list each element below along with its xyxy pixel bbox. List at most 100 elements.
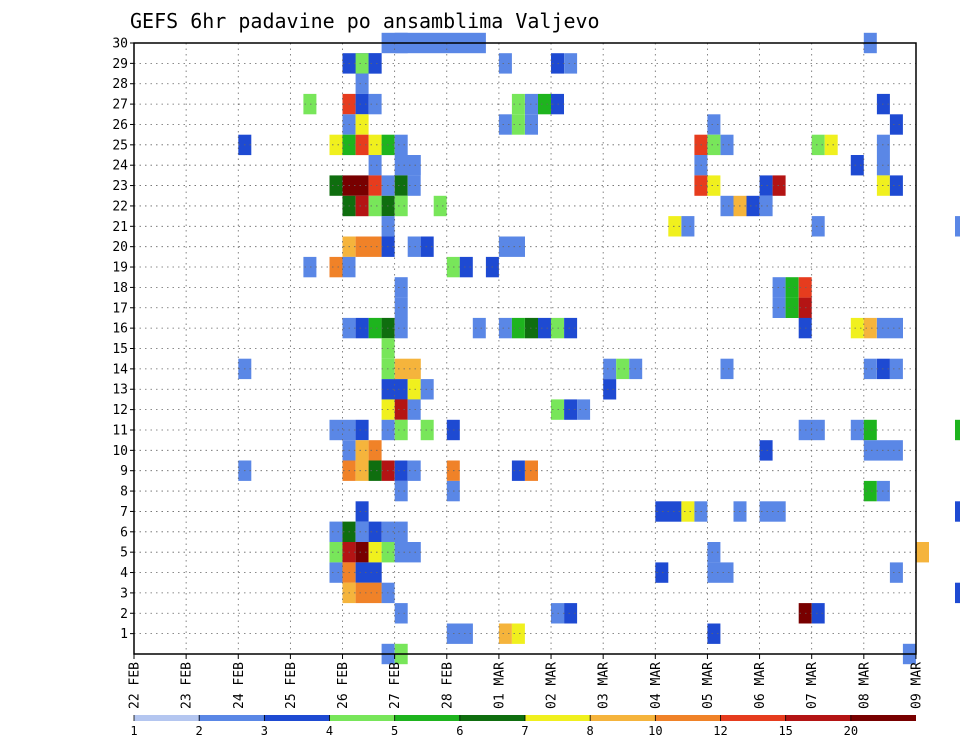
precip-cell bbox=[511, 460, 525, 481]
precip-cell bbox=[394, 277, 408, 298]
color-legend: 1 2 3 4 5 6 7 8 10 12 15 20 bbox=[130, 715, 916, 738]
y-tick-label: 27 bbox=[112, 98, 128, 113]
precip-cell bbox=[811, 603, 825, 624]
precip-cell bbox=[772, 297, 786, 318]
precip-cell bbox=[850, 155, 864, 176]
x-tick-label: 27 FEB bbox=[388, 662, 403, 709]
x-tick-label: 03 MAR bbox=[597, 662, 612, 709]
precip-cell bbox=[368, 175, 382, 196]
precip-cell bbox=[564, 317, 578, 339]
legend-swatch bbox=[785, 715, 851, 721]
precip-cell bbox=[472, 317, 486, 339]
x-tick-label: 23 FEB bbox=[180, 662, 195, 709]
precip-cell bbox=[355, 582, 382, 604]
y-tick-label: 22 bbox=[112, 199, 128, 214]
legend-swatch bbox=[720, 715, 786, 721]
precip-cell bbox=[355, 419, 369, 441]
x-tick-label: 26 FEB bbox=[336, 662, 351, 709]
precip-cell bbox=[368, 155, 382, 176]
precip-cell bbox=[759, 175, 773, 196]
precip-cell bbox=[759, 195, 773, 217]
precip-cell bbox=[329, 175, 343, 196]
precip-cell bbox=[394, 419, 408, 441]
precip-cell bbox=[707, 134, 721, 156]
precip-cell bbox=[394, 399, 408, 420]
x-tick-label: 07 MAR bbox=[805, 662, 820, 709]
precip-cell bbox=[876, 317, 903, 339]
precip-cell bbox=[955, 582, 960, 604]
chart-title: GEFS 6hr padavine po ansamblima Valjevo bbox=[130, 9, 600, 33]
precip-cell bbox=[355, 93, 369, 115]
precip-cell bbox=[368, 542, 382, 563]
grid-layer bbox=[134, 43, 916, 654]
precip-cell bbox=[538, 93, 551, 115]
x-tick-label: 06 MAR bbox=[753, 662, 768, 709]
y-tick-label: 1 bbox=[120, 627, 128, 642]
precip-cell bbox=[355, 236, 382, 257]
precip-cell bbox=[603, 358, 617, 380]
x-tick-label: 24 FEB bbox=[232, 662, 247, 709]
x-tick-label: 25 FEB bbox=[284, 662, 299, 709]
precip-cell bbox=[329, 521, 343, 542]
precip-cell bbox=[511, 93, 525, 115]
precip-cell bbox=[863, 358, 877, 380]
precip-cell bbox=[368, 317, 382, 339]
precip-cell bbox=[394, 195, 408, 217]
precip-cell bbox=[368, 521, 382, 542]
y-tick-label: 19 bbox=[112, 261, 128, 276]
legend-label: 6 bbox=[456, 724, 463, 738]
precip-cell bbox=[394, 155, 421, 176]
y-tick-label: 18 bbox=[112, 281, 128, 296]
precip-cell bbox=[616, 358, 630, 380]
precip-cell bbox=[759, 440, 773, 461]
precip-cell bbox=[355, 53, 369, 74]
precip-cell bbox=[355, 542, 369, 563]
legend-label: 5 bbox=[391, 724, 398, 738]
legend-swatch bbox=[525, 715, 591, 721]
precip-cell bbox=[368, 93, 382, 115]
cells-layer bbox=[238, 32, 960, 665]
legend-swatch bbox=[655, 715, 721, 721]
precip-cell bbox=[355, 440, 369, 461]
legend-swatch bbox=[134, 715, 200, 721]
precip-cell bbox=[955, 216, 960, 237]
precip-cell bbox=[355, 317, 369, 339]
precip-cell bbox=[407, 399, 421, 420]
y-tick-label: 21 bbox=[112, 220, 128, 235]
precip-cell bbox=[811, 216, 825, 237]
precip-cell bbox=[564, 603, 578, 624]
legend-label: 15 bbox=[778, 724, 792, 738]
x-tick-label: 09 MAR bbox=[909, 662, 924, 709]
precip-cell bbox=[772, 175, 786, 196]
precip-cell bbox=[498, 236, 525, 257]
precip-cell bbox=[720, 358, 734, 380]
precip-cell bbox=[681, 216, 695, 237]
legend-swatch bbox=[590, 715, 656, 721]
precip-cell bbox=[707, 114, 721, 135]
y-tick-label: 30 bbox=[112, 37, 128, 52]
y-tick-label: 13 bbox=[112, 383, 128, 398]
precip-cell bbox=[303, 93, 317, 115]
precip-cell bbox=[824, 134, 838, 156]
precip-cell bbox=[303, 256, 317, 278]
y-tick-label: 8 bbox=[120, 485, 128, 500]
precip-cell bbox=[355, 562, 382, 583]
precip-cell bbox=[368, 195, 382, 217]
x-tick-label: 04 MAR bbox=[649, 662, 664, 709]
precip-cell bbox=[329, 256, 343, 278]
precip-cell bbox=[407, 460, 421, 481]
precip-cell bbox=[355, 195, 369, 217]
precip-cell bbox=[564, 399, 578, 420]
legend-label: 20 bbox=[844, 724, 858, 738]
precip-cell bbox=[355, 501, 369, 522]
precip-cell bbox=[785, 297, 799, 318]
precip-cell bbox=[368, 53, 382, 74]
precip-cell bbox=[863, 480, 877, 502]
legend-label: 1 bbox=[130, 724, 137, 738]
precip-cell bbox=[498, 114, 512, 135]
precip-cell bbox=[889, 562, 903, 583]
precip-cell bbox=[381, 379, 408, 400]
x-tick-label: 28 FEB bbox=[440, 662, 455, 709]
precip-cell bbox=[329, 562, 343, 583]
precip-cell bbox=[564, 53, 578, 74]
